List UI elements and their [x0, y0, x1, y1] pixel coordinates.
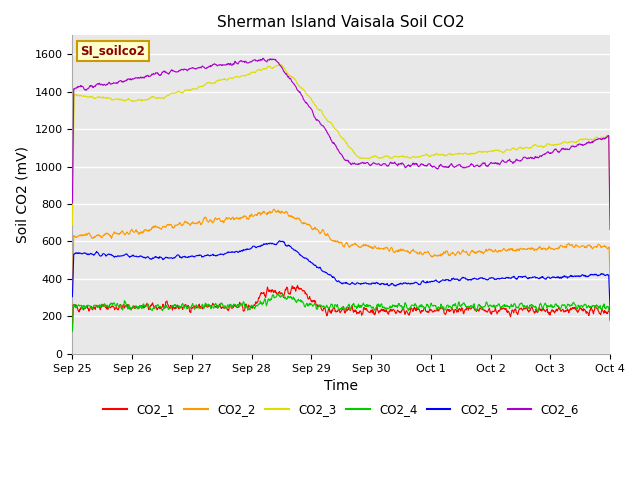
Title: Sherman Island Vaisala Soil CO2: Sherman Island Vaisala Soil CO2 [218, 15, 465, 30]
X-axis label: Time: Time [324, 379, 358, 393]
Legend: CO2_1, CO2_2, CO2_3, CO2_4, CO2_5, CO2_6: CO2_1, CO2_2, CO2_3, CO2_4, CO2_5, CO2_6 [99, 398, 584, 420]
Y-axis label: Soil CO2 (mV): Soil CO2 (mV) [15, 146, 29, 243]
Text: SI_soilco2: SI_soilco2 [81, 45, 145, 58]
